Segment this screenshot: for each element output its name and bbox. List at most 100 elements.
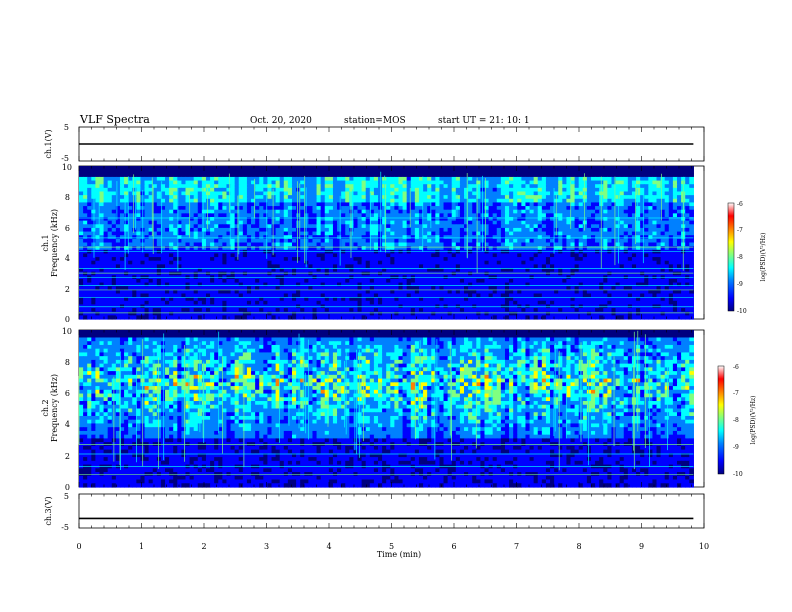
spectrogram-cell [115,198,121,204]
spectrogram-cell [431,220,436,225]
spectrogram-cell [304,227,309,233]
spectrogram-cell [590,257,596,262]
spectrogram-cell [337,169,342,174]
spectrogram-cell [115,209,121,214]
spectrogram-cell [238,184,244,189]
spectrogram-cell [566,195,572,200]
spectrogram-cell [128,264,133,269]
spectrogram-cell [631,253,637,258]
spectrogram-cell [185,217,191,222]
spectrogram-cell [255,278,260,284]
spectrogram-cell [263,271,269,276]
spectrogram-cell [365,238,371,244]
spectrogram-cell [341,253,346,258]
spectrogram-cell [513,238,518,244]
spectrogram-cell [160,209,166,214]
spectrogram-cell [107,191,113,196]
spectrogram-cell [324,173,330,178]
spectrogram-cell [246,195,252,200]
spectrogram-cell [132,176,137,182]
spectrogram-cell [427,260,432,265]
spectrogram-cell [357,213,363,218]
spectrogram-cell [578,231,584,236]
spectrogram-cell [357,238,363,244]
spectrogram-cell [300,180,305,185]
spectrogram-cell [267,257,273,262]
spectrogram-cell [259,271,264,276]
spectrogram-cell [267,238,273,244]
spectrogram-cell [685,231,690,236]
spectrogram-cell [242,184,248,189]
spectrogram-cell [222,217,228,222]
spectrogram-cell [251,169,256,174]
spectrogram-cell [361,173,367,178]
spectrogram-cell [464,260,469,265]
spectrogram-cell [459,191,465,196]
spectrogram-cell [238,206,244,211]
spectrogram-cell [500,173,506,178]
spectrogram-cell [107,206,113,211]
spectrogram-cell [177,198,182,204]
spectrogram-cell [259,184,264,189]
spectrogram-cell [275,173,281,178]
spectrogram-cell [160,282,166,287]
spectrogram-cell [218,227,223,233]
spectrogram-cell [87,246,92,251]
spectrogram-cell [402,187,408,193]
spectrogram-cell [99,217,105,222]
spectrogram-cell [619,227,625,233]
spectrogram-cell [242,224,248,229]
spectrogram-cell [312,260,318,265]
spectrogram-cell [193,246,199,251]
spectrogram-cell [291,224,297,229]
spectrogram-cell [652,260,658,265]
spectrogram-cell [562,180,568,185]
spectrogram-cell [99,246,105,251]
spectrogram-cell [529,260,535,265]
spectrogram-cell [550,176,555,182]
spectrogram-cell [390,198,395,204]
spectrogram-cell [103,187,109,193]
spectrogram-cell [443,260,449,265]
spectrogram-cell [648,169,654,174]
spectrogram-cell [619,209,625,214]
spectrogram-cell [558,206,563,211]
spectrogram-cell [275,166,281,171]
spectrogram-cell [570,242,576,247]
spectrogram-cell [574,278,580,284]
spectrogram-cell [656,202,662,207]
spectrogram-cell [439,195,445,200]
spectrogram-cell [414,257,420,262]
spectrogram-cell [332,187,338,193]
spectrogram-cell [554,268,559,273]
spectrogram-cell [300,184,305,189]
spectrogram-cell [418,173,424,178]
spectrogram-cell [287,242,293,247]
spectrogram-cell [631,224,637,229]
spectrogram-cell [271,246,277,251]
spectrogram-cell [529,198,535,204]
spectrogram-cell [492,257,498,262]
spectrogram-cell [611,253,617,258]
spectrogram-cell [582,264,588,269]
spectrogram-cell [332,198,338,204]
spectrogram-cell [668,191,674,196]
spectrogram-cell [87,242,92,247]
spectrogram-cell [181,242,187,247]
spectrogram-cell [406,169,412,174]
spectrogram-cell [103,202,109,207]
spectrogram-cell [287,169,293,174]
spectrogram-cell [324,206,330,211]
spectrogram-cell [316,253,322,258]
spectrogram-cell [615,206,621,211]
spectrogram-cell [177,217,182,222]
spectrogram-cell [173,246,178,251]
spectrogram-cell [230,184,236,189]
spectrogram-cell [394,238,400,244]
spectrogram-cell [615,231,621,236]
spectrogram-cell [423,246,428,251]
spectrogram-cell [545,217,551,222]
spectrogram-cell [373,176,379,182]
spectrogram-cell [124,271,129,276]
ch1-spectrogram-image [79,166,694,320]
